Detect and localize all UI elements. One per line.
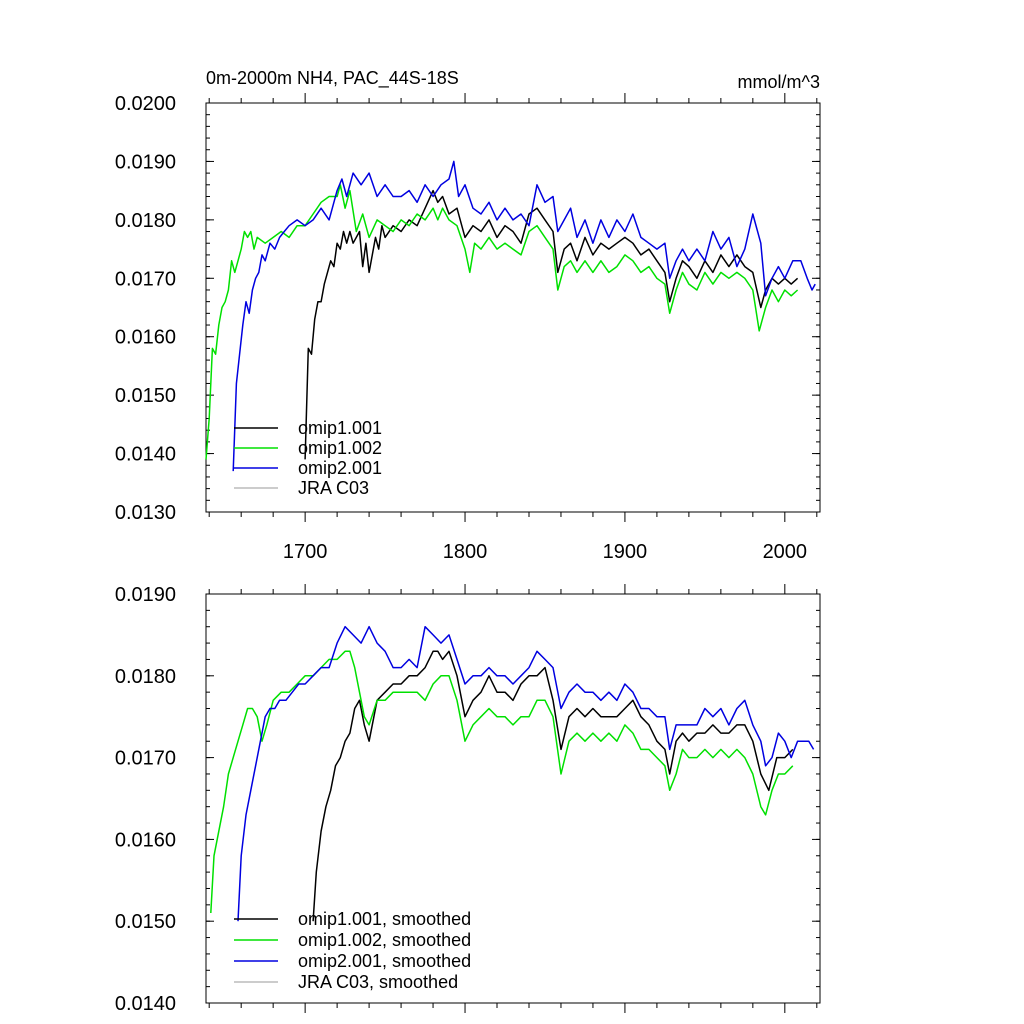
series-lines [205, 160, 816, 472]
y-tick-label: 0.0150 [115, 911, 176, 933]
series-lines [210, 625, 815, 922]
legend-label: omip1.001, smoothed [298, 909, 471, 929]
y-tick-label: 0.0180 [115, 210, 176, 232]
y-tick-label: 0.0180 [115, 666, 176, 688]
series-line-omip2-001 [232, 160, 816, 472]
series-line-omip1-002 [205, 184, 799, 460]
y-tick-label: 0.0140 [115, 444, 176, 466]
x-tick-label: 1900 [603, 541, 648, 563]
series-line-omip1-001 [304, 189, 799, 460]
series-line-omip1-001-smoothed [312, 650, 794, 922]
legend-label: omip1.002 [298, 438, 382, 458]
bottom-panel: 0.0140 0.0150 0.0160 0.0170 0.0180 0.0190 omi… [115, 584, 821, 1015]
y-tick-label: 0.0200 [115, 93, 176, 115]
legend-label: omip2.001, smoothed [298, 951, 471, 971]
legend-label: JRA C03 [298, 478, 369, 498]
legend-label: omip1.001 [298, 418, 382, 438]
y-axis: 0.0130 0.0140 0.0150 0.0160 0.0170 0.0180 0.01… [115, 93, 820, 524]
series-line-omip2-001-smoothed [237, 625, 815, 922]
y-tick-label: 0.0170 [115, 268, 176, 290]
y-tick-label: 0.0150 [115, 385, 176, 407]
plot-frame [205, 593, 821, 1004]
x-axis: 1700 1800 1900 2000 [208, 93, 818, 563]
chart-title: 0m-2000m NH4, PAC_44S-18S [206, 68, 459, 89]
x-axis [208, 584, 818, 1013]
y-tick-label: 0.0160 [115, 829, 176, 851]
y-tick-label: 0.0140 [115, 993, 176, 1015]
x-tick-label: 1700 [283, 541, 328, 563]
top-panel: 0m-2000m NH4, PAC_44S-18S mmol/m^3 0.013… [115, 68, 821, 563]
y-tick-label: 0.0190 [115, 151, 176, 173]
legend-label: JRA C03, smoothed [298, 972, 458, 992]
series-line-omip1-002-smoothed [210, 650, 794, 914]
x-tick-label: 2000 [763, 541, 808, 563]
legend-label: omip2.001 [298, 458, 382, 478]
y-tick-label: 0.0170 [115, 748, 176, 770]
y-tick-label: 0.0130 [115, 502, 176, 524]
x-tick-label: 1800 [443, 541, 488, 563]
y-tick-label: 0.0160 [115, 327, 176, 349]
units-label: mmol/m^3 [738, 72, 820, 92]
y-tick-label: 0.0190 [115, 584, 176, 606]
legend-label: omip1.002, smoothed [298, 930, 471, 950]
plot-frame [205, 102, 821, 513]
y-axis: 0.0140 0.0150 0.0160 0.0170 0.0180 0.0190 [115, 584, 820, 1015]
